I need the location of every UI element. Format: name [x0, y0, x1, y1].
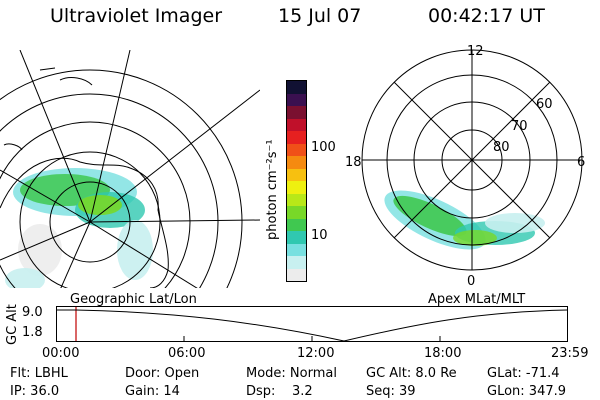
colorbar-segment: [287, 131, 306, 144]
mlt-label-6: 6: [577, 155, 586, 170]
apex-caption: Apex MLat/MLT: [428, 292, 526, 307]
altitude-ytick-top: 9.0: [22, 305, 43, 320]
colorbar-segment: [287, 106, 306, 119]
footer-gain: Gain: 14: [125, 384, 180, 399]
xtick-0000: 00:00: [42, 346, 80, 361]
colorbar-tick-100: 100: [311, 140, 336, 155]
footer-filter: Flt: LBHL: [10, 366, 68, 381]
colorbar-segment: [287, 143, 306, 156]
geographic-caption: Geographic Lat/Lon: [70, 292, 197, 307]
apex-polar-plot: [361, 49, 583, 271]
mlat-label-70: 70: [511, 119, 528, 134]
colorbar-segment: [287, 268, 306, 281]
instrument-title: Ultraviolet Imager: [50, 5, 223, 27]
altitude-ylabel: GC Alt: [5, 304, 20, 345]
colorbar-segment: [287, 218, 306, 231]
colorbar-label: photon cm⁻²s⁻¹: [265, 139, 280, 240]
mlat-label-60: 60: [536, 97, 553, 112]
footer-seq: Seq: 39: [366, 384, 416, 399]
colorbar-segment: [287, 256, 306, 269]
mlt-label-12: 12: [467, 44, 484, 59]
xtick-1200: 12:00: [297, 346, 335, 361]
footer-mode: Mode: Normal: [246, 366, 337, 381]
altitude-plot: [56, 306, 568, 342]
colorbar-segment: [287, 118, 306, 131]
xtick-0600: 06:00: [168, 346, 206, 361]
colorbar-segment: [287, 81, 306, 94]
footer-glon: GLon: 347.9: [487, 384, 567, 399]
footer-dsp: Dsp: 3.2: [246, 384, 313, 399]
mlat-label-80: 80: [493, 140, 510, 155]
footer-glat: GLat: -71.4: [487, 366, 560, 381]
xtick-1800: 18:00: [424, 346, 462, 361]
colorbar-segment: [287, 181, 306, 194]
altitude-curve: [56, 309, 568, 342]
colorbar-segment: [287, 206, 306, 219]
colorbar-segment: [287, 156, 306, 169]
colorbar: [286, 80, 307, 282]
mlt-label-0: 0: [467, 274, 476, 289]
mlt-label-18: 18: [345, 155, 362, 170]
colorbar-segment: [287, 193, 306, 206]
date-label: 15 Jul 07: [278, 5, 362, 27]
geographic-map: [0, 50, 260, 288]
colorbar-segment: [287, 231, 306, 244]
footer-ip: IP: 36.0: [10, 384, 60, 399]
footer-gc-alt: GC Alt: 8.0 Re: [366, 366, 457, 381]
footer-door: Door: Open: [125, 366, 200, 381]
coastline: [0, 157, 169, 288]
colorbar-segment: [287, 93, 306, 106]
colorbar-segment: [287, 243, 306, 256]
colorbar-tick-10: 10: [311, 228, 328, 243]
xtick-2359: 23:59: [551, 346, 589, 361]
time-label: 00:42:17 UT: [428, 5, 545, 27]
colorbar-segment: [287, 168, 306, 181]
altitude-ytick-bottom: 1.8: [22, 325, 43, 340]
